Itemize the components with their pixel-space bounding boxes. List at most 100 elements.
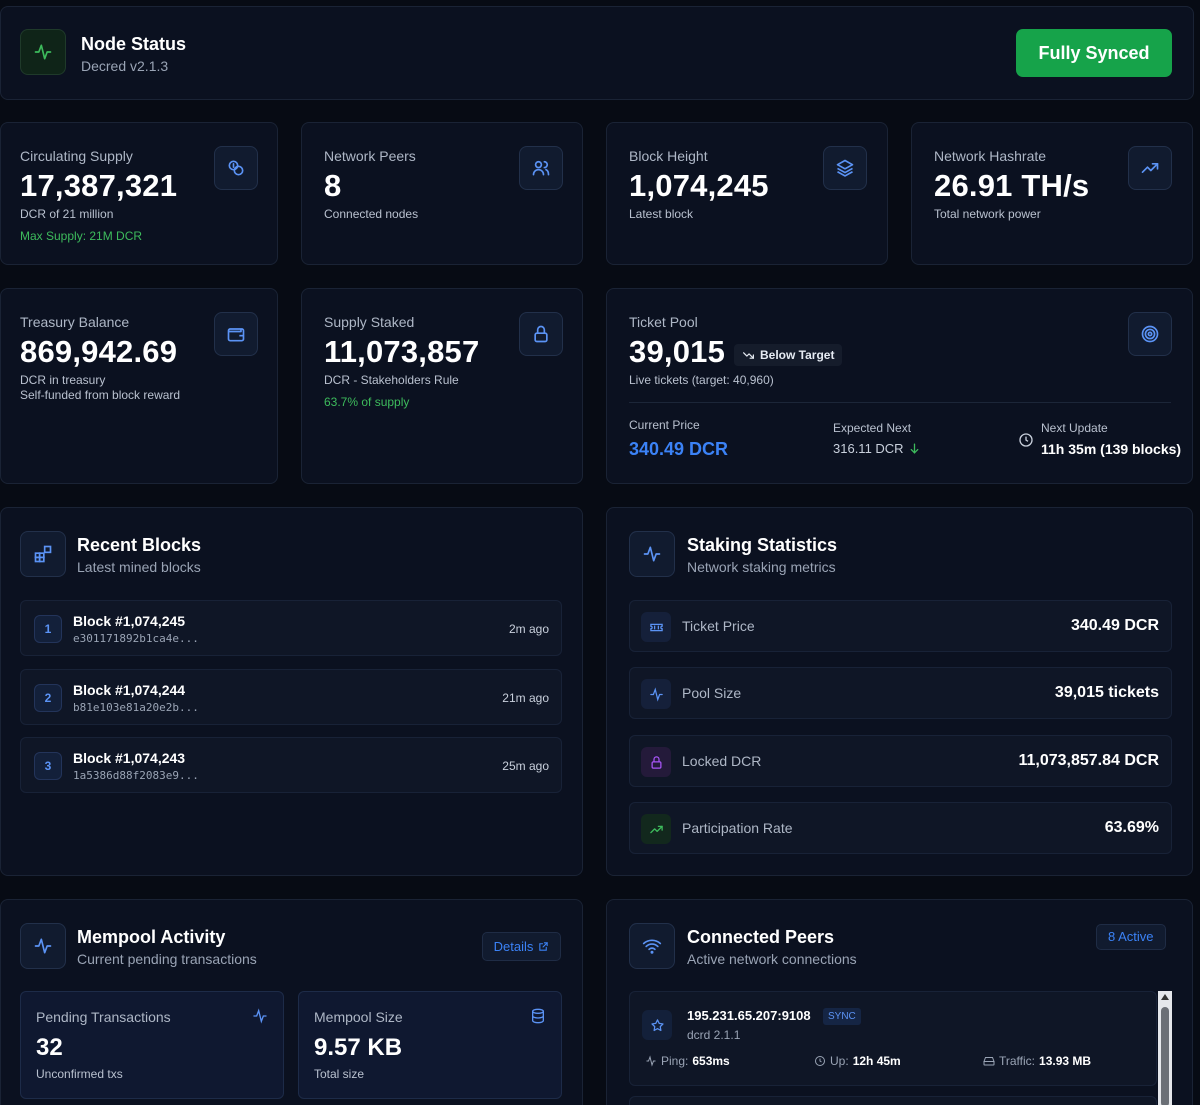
expected-next-label: Expected Next [833, 421, 912, 435]
pending-sub: Unconfirmed txs [36, 1067, 123, 1081]
treasury-balance-card: Treasury Balance 869,942.69 DCR in treas… [0, 288, 278, 484]
badge-text: Below Target [760, 348, 835, 362]
layers-icon [823, 146, 867, 190]
network-peers-card: Network Peers 8 Connected nodes [301, 122, 583, 265]
staking-label: Pool Size [682, 685, 742, 701]
activity-icon [629, 531, 675, 577]
mempool-subtitle: Current pending transactions [77, 951, 257, 967]
peers-title: Connected Peers [687, 927, 835, 947]
stat-note: 63.7% of supply [324, 395, 410, 409]
stat-label: Supply Staked [324, 314, 415, 330]
peer-sync-tag: SYNC [823, 1008, 861, 1025]
next-update-label: Next Update [1041, 421, 1108, 435]
trending-up-icon [1128, 146, 1172, 190]
recent-blocks-title: Recent Blocks [77, 535, 202, 555]
activity-icon [20, 29, 66, 75]
target-icon [1128, 312, 1172, 356]
scrollbar[interactable] [1158, 991, 1172, 1105]
recent-blocks-card: Recent Blocks Latest mined blocks 1 Bloc… [0, 507, 583, 876]
block-row[interactable]: 1 Block #1,074,245 e301171892b1ca4e... 2… [20, 600, 562, 656]
traffic-value: 13.93 MB [1039, 1054, 1092, 1068]
up-value: 12h 45m [852, 1054, 901, 1068]
stat-label: Treasury Balance [20, 314, 130, 330]
network-hashrate-card: Network Hashrate 26.91 TH/s Total networ… [911, 122, 1193, 265]
size-label: Mempool Size [314, 1009, 403, 1025]
ticket-pool-value: 39,015 [629, 334, 726, 369]
database-icon [532, 1008, 544, 1024]
stat-label: Network Peers [324, 148, 416, 164]
ticket-icon [641, 612, 671, 642]
supply-staked-card: Supply Staked 11,073,857 DCR - Stakehold… [301, 288, 583, 484]
external-link-icon [539, 942, 549, 951]
stat-sub: Latest block [629, 207, 694, 221]
arrow-down-icon [910, 443, 918, 454]
header-card: Node Status Decred v2.1.3 Fully Synced [0, 6, 1194, 100]
mempool-size-box: Mempool Size 9.57 KB Total size [298, 991, 562, 1099]
staking-row: Pool Size 39,015 tickets [629, 667, 1172, 719]
details-button[interactable]: Details [482, 932, 561, 961]
activity-icon [646, 1055, 656, 1067]
stat-sub: DCR - Stakeholders Rule [324, 373, 459, 387]
pending-transactions-box: Pending Transactions 32 Unconfirmed txs [20, 991, 284, 1099]
expected-next: 316.11 DCR [833, 441, 921, 456]
stat-label: Network Hashrate [934, 148, 1047, 164]
block-row[interactable]: 2 Block #1,074,244 b81e103e81a20e2b... 2… [20, 669, 562, 725]
stat-label: Block Height [629, 148, 708, 164]
peer-version: dcrd 2.1.1 [687, 1028, 741, 1042]
staking-row: Participation Rate 63.69% [629, 802, 1172, 854]
activity-icon [641, 679, 671, 709]
activity-icon [253, 1008, 267, 1024]
block-row[interactable]: 3 Block #1,074,243 1a5386d88f2083e9... 2… [20, 737, 562, 793]
pending-label: Pending Transactions [36, 1009, 171, 1025]
block-name: Block #1,074,245 [73, 613, 186, 629]
expected-next-value: 316.11 DCR [833, 441, 904, 456]
block-hash: 1a5386d88f2083e9... [73, 769, 199, 782]
stat-value: 17,387,321 [20, 168, 178, 203]
staking-statistics-card: Staking Statistics Network staking metri… [606, 507, 1193, 876]
peer-traffic: Traffic: 13.93 MB [983, 1054, 1091, 1068]
peer-uptime: Up: 12h 45m [814, 1054, 901, 1068]
star-icon [642, 1010, 672, 1040]
block-time: 2m ago [508, 622, 549, 636]
stat-value: 11,073,857 [324, 334, 480, 369]
current-price-label: Current Price [629, 418, 700, 432]
size-value: 9.57 KB [314, 1034, 403, 1061]
active-peers-badge: 8 Active [1096, 924, 1166, 950]
recent-blocks-subtitle: Latest mined blocks [77, 559, 201, 575]
connected-peers-card: Connected Peers Active network connectio… [606, 899, 1193, 1105]
clock-icon [815, 1056, 825, 1066]
scrollbar-thumb[interactable] [1161, 1007, 1169, 1105]
current-price-value: 340.49 DCR [629, 439, 729, 459]
wifi-icon [629, 923, 675, 969]
stat-value: 26.91 TH/s [934, 168, 1090, 203]
staking-row: Ticket Price 340.49 DCR [629, 600, 1172, 652]
coins-icon [214, 146, 258, 190]
staking-row: Locked DCR 11,073,857.84 DCR [629, 735, 1172, 787]
users-icon [519, 146, 563, 190]
pending-value: 32 [36, 1034, 63, 1061]
lock-icon [641, 747, 671, 777]
stat-sub: Total network power [934, 207, 1041, 221]
stat-value: 8 [324, 168, 342, 203]
staking-value: 39,015 tickets [1054, 684, 1159, 701]
block-name: Block #1,074,243 [73, 750, 186, 766]
mempool-card: Mempool Activity Current pending transac… [0, 899, 583, 1105]
stat-value: 1,074,245 [629, 168, 769, 203]
activity-icon [20, 923, 66, 969]
peer-address: 195.231.65.207:9108 [687, 1008, 811, 1023]
scroll-up-arrow[interactable] [1161, 994, 1169, 1000]
peer-ping: Ping: 653ms [645, 1054, 730, 1068]
block-hash: e301171892b1ca4e... [73, 632, 199, 645]
below-target-badge: Below Target [734, 344, 843, 366]
sync-status-button[interactable]: Fully Synced [1016, 29, 1172, 77]
peer-row-next[interactable] [629, 1096, 1157, 1105]
stat-sub: Connected nodes [324, 207, 419, 221]
ticket-pool-label: Ticket Pool [629, 314, 698, 330]
block-height-card: Block Height 1,074,245 Latest block [606, 122, 888, 265]
staking-value: 63.69% [1104, 819, 1159, 836]
block-rank: 2 [34, 684, 62, 712]
staking-value: 340.49 DCR [1070, 617, 1159, 634]
lock-icon [519, 312, 563, 356]
peer-row[interactable]: 195.231.65.207:9108 SYNC dcrd 2.1.1 Ping… [629, 991, 1157, 1086]
page-title: Node Status [81, 34, 187, 54]
